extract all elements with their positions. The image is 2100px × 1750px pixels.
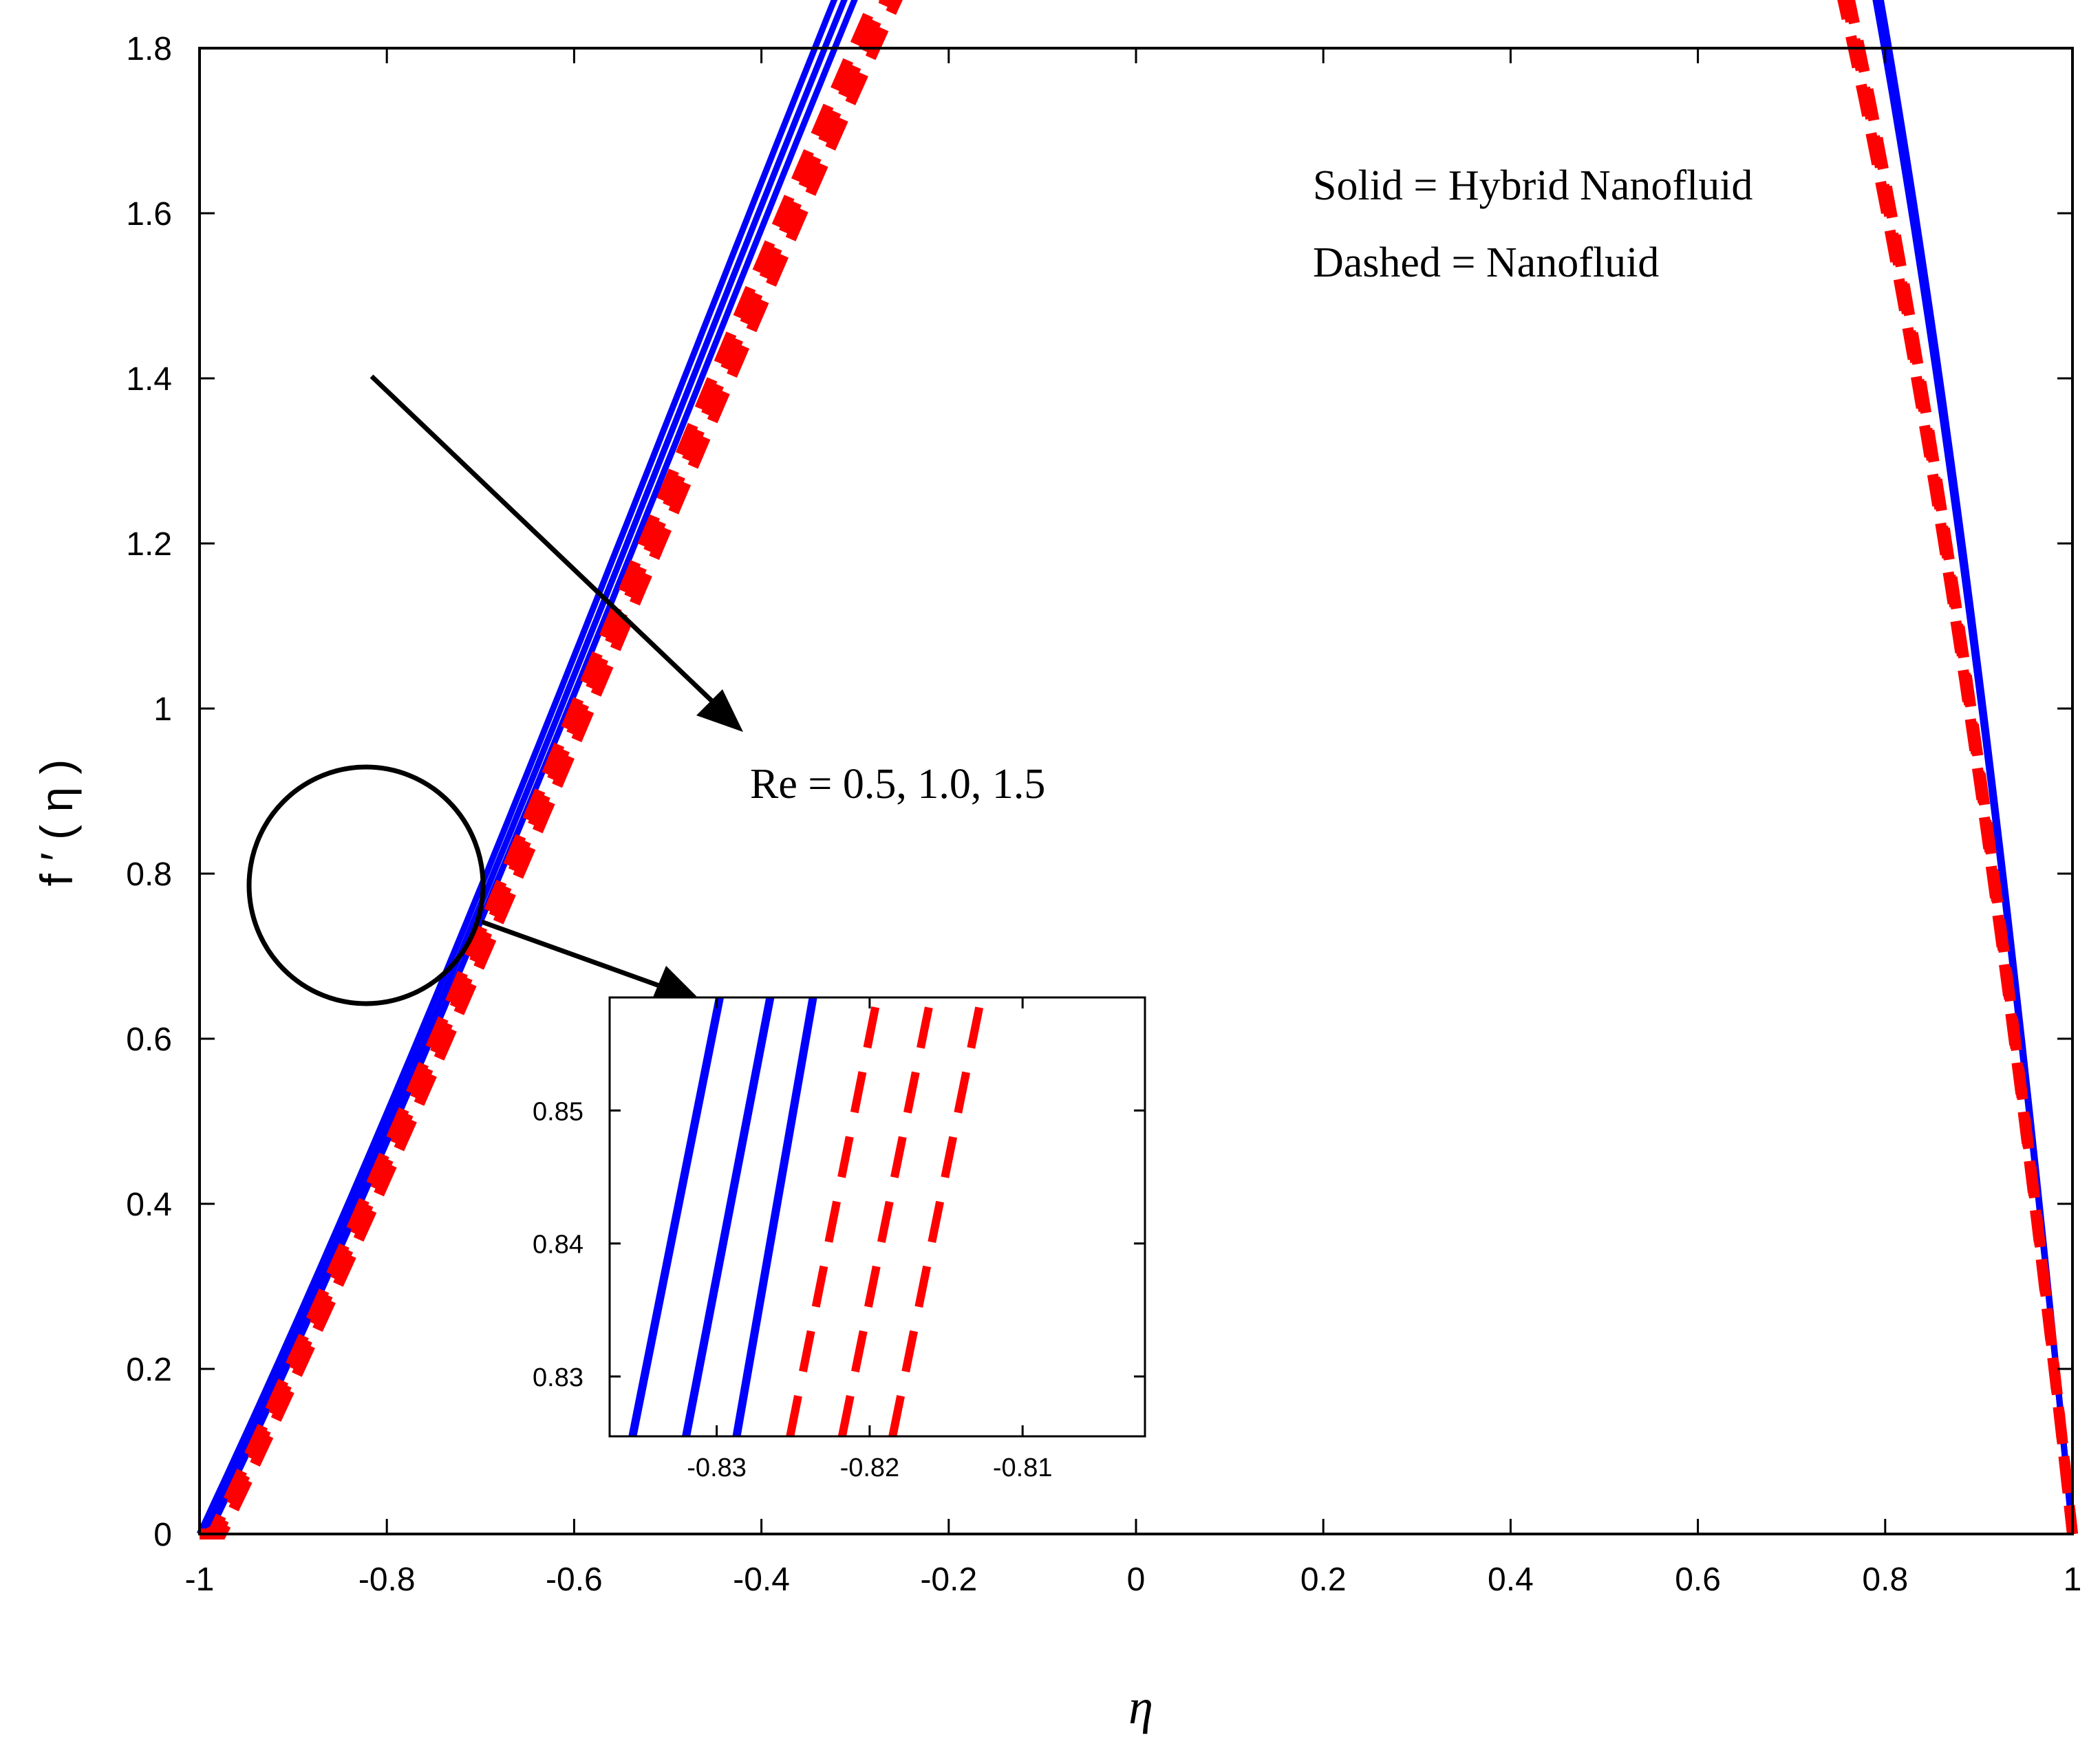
inset-solid-line-2 (682, 996, 775, 1438)
inset-dashed-line-2 (837, 996, 935, 1438)
hybrid-nanofluid-line-2 (197, 0, 2076, 1537)
zoom-arrow (480, 919, 702, 1002)
re-values-label: Re = 0.5, 1.0, 1.5 (750, 761, 1045, 808)
inset-x-tick-label: -0.83 (687, 1454, 747, 1482)
inset-background (610, 997, 1145, 1436)
re-arrow (369, 374, 743, 732)
zoom-circle (246, 764, 486, 1006)
x-tick-label: -0.2 (920, 1562, 977, 1598)
y-tick-label: 0.2 (126, 1352, 172, 1388)
y-tick-label: 0.4 (126, 1187, 172, 1223)
y-tick-label: 1.6 (126, 196, 172, 233)
y-tick-label: 1.2 (126, 526, 172, 563)
x-tick-label: 0 (1127, 1562, 1146, 1598)
y-tick-label: 1.4 (126, 361, 172, 398)
y-tick-label: 1.8 (126, 31, 172, 67)
ticks-layer: -1 -0.8 -0.6 -0.4 -0.2 0 0.2 0.4 0.6 0.8 1 0 0.2 0.4 0… (126, 31, 2081, 1598)
y-tick-label: 1 (153, 691, 172, 728)
inset-y-tick-label: 0.85 (533, 1097, 583, 1126)
inset-y-tick-label: 0.84 (533, 1231, 583, 1260)
x-tick-label: -0.4 (733, 1562, 790, 1598)
y-tick-label: 0.6 (126, 1022, 172, 1058)
series-layer (196, 0, 2078, 1540)
nanofluid-line-1 (200, 0, 2078, 1540)
x-tick-label: -0.8 (358, 1562, 416, 1598)
x-axis-label: η (1128, 1679, 1153, 1734)
y-tick-label: 0 (153, 1517, 172, 1553)
inset-dashed-line-3 (888, 996, 986, 1438)
hybrid-nanofluid-line-1 (196, 0, 2076, 1535)
inset-frame (608, 996, 1146, 1438)
legend-dashed-text: Dashed = Nanofluid (1313, 239, 1659, 286)
inset-dashed-line-1 (786, 996, 881, 1438)
y-tick-label: 0.8 (126, 856, 172, 893)
inset: -0.83 -0.82 -0.81 0.83 0.84 0.85 (533, 996, 1146, 1482)
inset-x-tick-label: -0.82 (840, 1454, 900, 1482)
x-tick-label: -0.6 (546, 1562, 603, 1598)
y-axis-label: f ′ ( η ) (31, 759, 82, 887)
x-tick-label: 1 (2064, 1562, 2082, 1598)
inset-lines (628, 996, 986, 1438)
x-tick-label: 0.4 (1488, 1562, 1534, 1598)
x-tick-label: 0.2 (1300, 1562, 1347, 1598)
inset-solid-line-3 (732, 996, 817, 1438)
inset-ticks: -0.83 -0.82 -0.81 0.83 0.84 0.85 (533, 997, 1145, 1482)
inset-x-tick-label: -0.81 (993, 1454, 1053, 1482)
x-tick-label: 0.6 (1675, 1562, 1721, 1598)
legend-solid-text: Solid = Hybrid Nanofluid (1313, 162, 1753, 209)
inset-y-tick-label: 0.83 (533, 1363, 583, 1392)
x-tick-label: -1 (185, 1562, 215, 1598)
x-tick-label: 0.8 (1862, 1562, 1908, 1598)
inset-solid-line-1 (628, 996, 724, 1438)
